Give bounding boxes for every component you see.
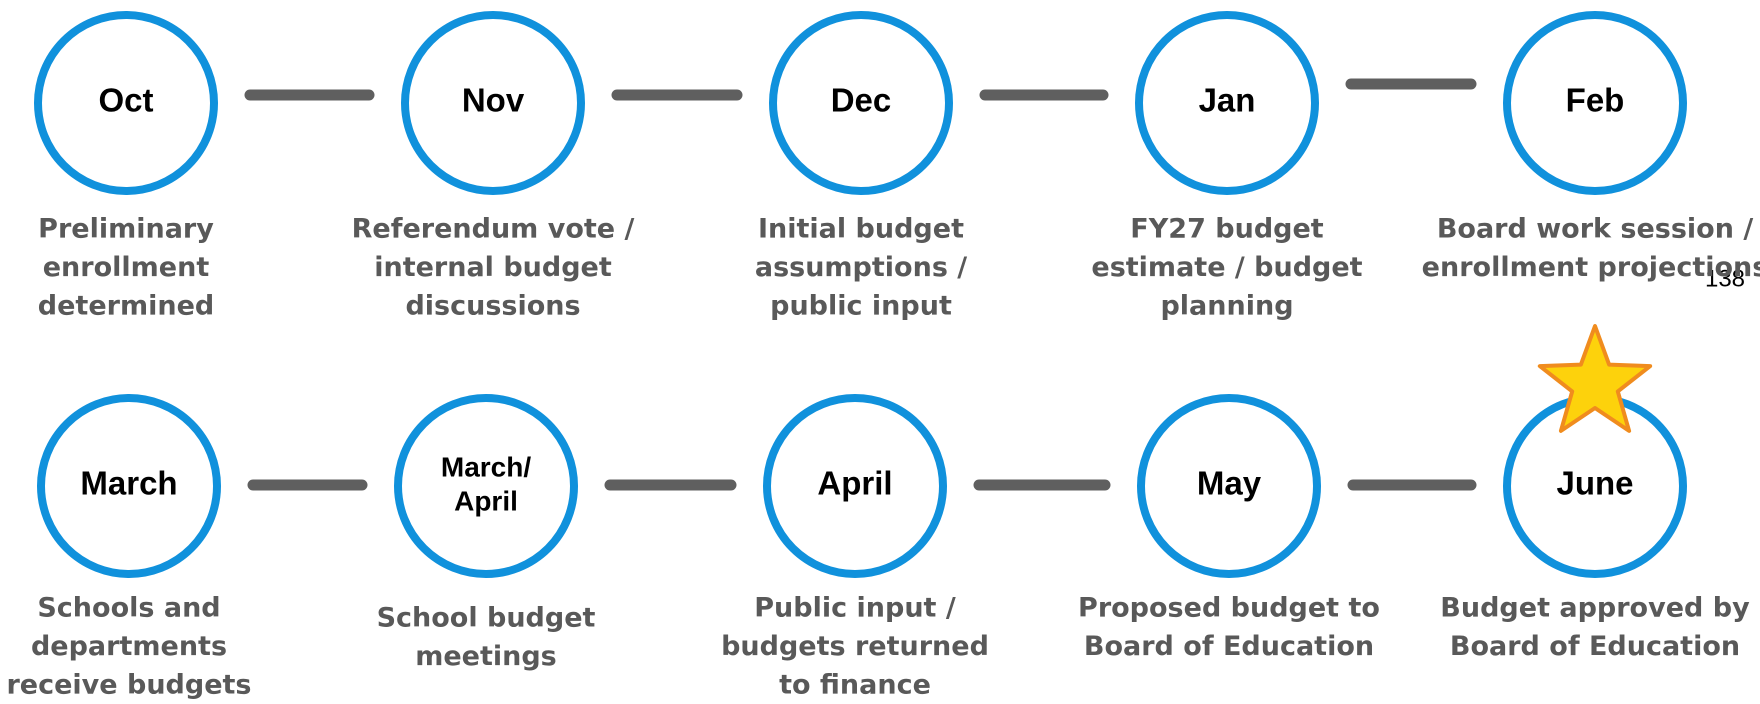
month-label: May [1197,465,1262,502]
description-line: public input [770,291,952,322]
description-line: enrollment projections [1422,252,1760,283]
description-line: Referendum vote / [352,214,635,245]
description-line: Schools and [37,593,220,624]
description-line: assumptions / [755,252,967,283]
description-line: FY27 budget [1130,214,1323,245]
description-line: Board of Education [1450,631,1740,662]
month-circle [401,11,585,195]
month-label: Jan [1199,82,1256,119]
month-circle [1135,11,1319,195]
month-circle [1137,394,1321,578]
description-line: Proposed budget to [1078,593,1380,624]
month-label: June [1556,465,1633,502]
description-line: budgets returned [721,631,989,662]
month-circle [1503,11,1687,195]
description-line: Board of Education [1084,631,1374,662]
description-line: Public input / [754,593,956,624]
month-circle [763,394,947,578]
month-label: March [80,465,177,502]
description-line: estimate / budget [1091,252,1362,283]
month-circle [37,394,221,578]
month-label: April [817,465,892,502]
description-line: Initial budget [758,214,964,245]
description-line: to finance [779,670,931,701]
month-label: Oct [98,82,153,119]
month-label: Feb [1566,82,1625,119]
description-line: departments [31,631,227,662]
description-line: internal budget [374,252,612,283]
month-circle [394,394,578,578]
description-line: discussions [405,291,580,322]
month-label: March/ [441,451,531,482]
description-line: determined [38,291,214,322]
month-label: Nov [462,82,525,119]
month-label: Dec [831,82,892,119]
description-line: Board work session / [1437,214,1754,245]
description-line: enrollment [43,252,210,283]
month-circle [34,11,218,195]
page-number: 138 [1705,265,1745,292]
description-line: receive budgets [6,670,251,701]
month-label: April [454,485,518,516]
description-line: Budget approved by [1440,593,1750,624]
description-line: School budget [377,603,596,634]
month-circle [769,11,953,195]
description-line: planning [1160,291,1293,322]
description-line: Preliminary [38,214,214,245]
description-line: meetings [415,641,557,672]
star-icon [1537,324,1653,433]
